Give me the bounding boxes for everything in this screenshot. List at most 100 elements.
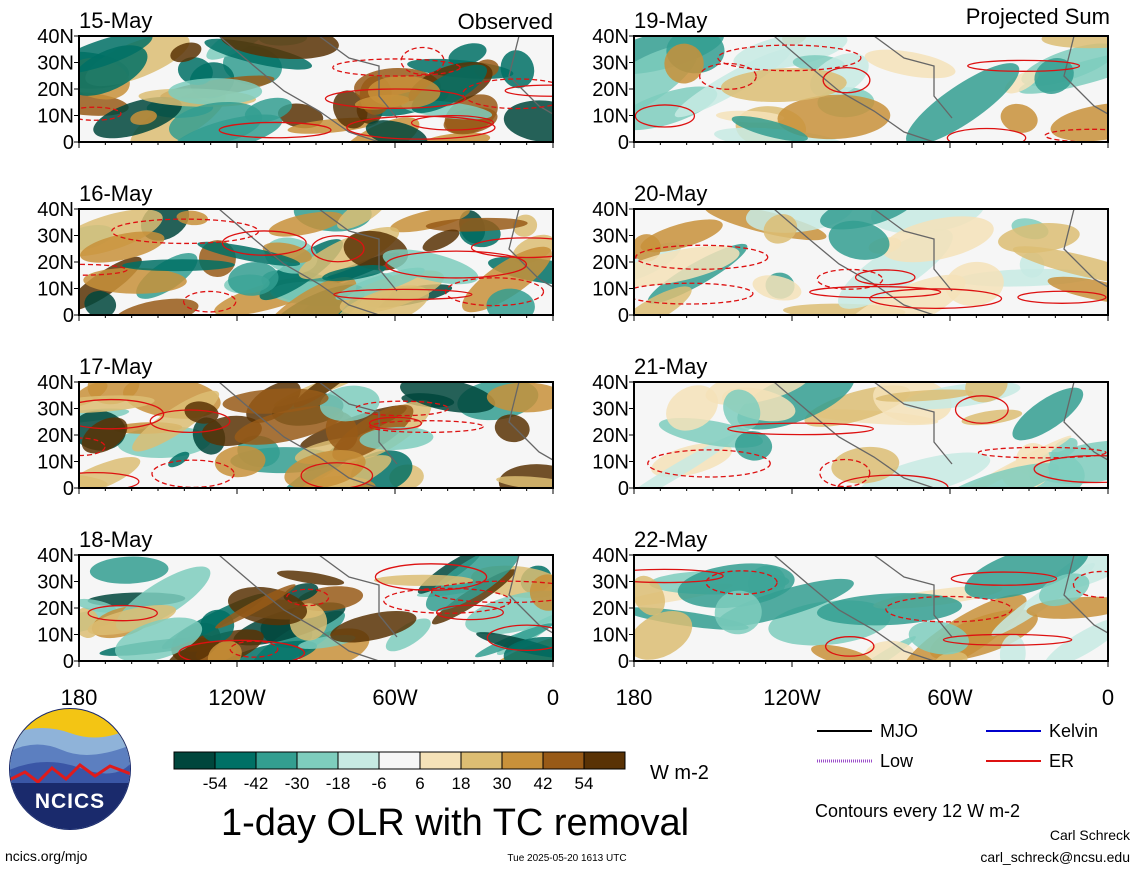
footer-author: Carl Schreck <box>1050 827 1131 843</box>
latitude-label: 20N <box>37 252 74 274</box>
er-contours <box>634 568 1108 657</box>
colorbar-swatch <box>173 751 216 770</box>
panel-date-label: 21-May <box>634 354 707 379</box>
latitude-label: 20N <box>592 252 629 274</box>
colorbar-swatch <box>214 751 257 770</box>
latitude-label: 0 <box>618 478 629 500</box>
latitude-label: 0 <box>63 478 74 500</box>
latitude-label: 20N <box>37 79 74 101</box>
latitude-label: 30N <box>592 53 629 75</box>
latitude-label: 10N <box>37 452 74 474</box>
map-panels: 40N30N20N10N015-May40N30N20N10N016-May40… <box>37 8 1109 673</box>
latitude-label: 40N <box>592 372 629 394</box>
figure-title: 1-day OLR with TC removal <box>221 802 689 844</box>
colorbar-tick-label: 6 <box>415 774 424 793</box>
latitude-label: 40N <box>37 372 74 394</box>
latitude-label: 0 <box>618 305 629 327</box>
latitude-label: 30N <box>37 399 74 421</box>
latitude-label: 10N <box>592 625 629 647</box>
panel-date-label: 18-May <box>79 527 152 552</box>
coastline <box>773 36 1108 142</box>
latitude-label: 30N <box>37 572 74 594</box>
colorbar-swatch <box>419 751 462 770</box>
map-panel-22-May: 40N 30N 20N 10N 0 22-May <box>592 527 1109 673</box>
colorbar-tick-label: -18 <box>326 774 351 793</box>
coastline <box>218 382 553 488</box>
latitude-label: 0 <box>618 132 629 154</box>
coastline <box>218 36 553 142</box>
colorbar-tick-label: 42 <box>534 774 553 793</box>
longitude-label: 0 <box>547 685 559 710</box>
latitude-label: 20N <box>592 79 629 101</box>
er-contours <box>634 44 1108 142</box>
er-contours <box>79 46 553 140</box>
colorbar-tick-label: -6 <box>371 774 386 793</box>
latitude-label: 40N <box>37 26 74 48</box>
colorbar-tick-label: -54 <box>203 774 228 793</box>
latitude-label: 40N <box>592 199 629 221</box>
legend-label-Kelvin: Kelvin <box>1049 721 1098 741</box>
longitude-label: 120W <box>763 685 821 710</box>
er-contours <box>634 244 1107 310</box>
map-panel-18-May: 40N 30N 20N 10N 0 18-May <box>37 527 554 673</box>
projected-sum-label: Projected Sum <box>966 4 1110 29</box>
colorbar-swatch <box>378 751 421 770</box>
latitude-label: 30N <box>37 53 74 75</box>
latitude-label: 30N <box>37 226 74 248</box>
er-contours <box>79 218 553 313</box>
footer-timestamp: Tue 2025-05-20 1613 UTC <box>507 853 626 864</box>
colorbar-tick-label: 30 <box>493 774 512 793</box>
er-contours <box>647 395 1108 488</box>
longitude-label: 60W <box>927 685 972 710</box>
coastline <box>773 209 1108 315</box>
latitude-label: 0 <box>618 651 629 673</box>
legend-label-ER: ER <box>1049 751 1074 771</box>
colorbar-swatch <box>501 751 544 770</box>
latitude-label: 20N <box>37 425 74 447</box>
colorbar-swatch <box>296 751 339 770</box>
contours-note: Contours every 12 W m-2 <box>815 801 1020 821</box>
panel-date-label: 22-May <box>634 527 707 552</box>
map-panel-19-May: 40N 30N 20N 10N 0 19-May <box>592 8 1109 154</box>
latitude-label: 10N <box>37 279 74 301</box>
latitude-label: 10N <box>37 106 74 128</box>
colorbar-swatch <box>337 751 380 770</box>
latitude-label: 20N <box>37 598 74 620</box>
latitude-label: 0 <box>63 305 74 327</box>
coastline <box>218 555 553 661</box>
olr-anomaly-field <box>79 36 553 142</box>
er-contours <box>79 398 484 488</box>
latitude-label: 10N <box>592 452 629 474</box>
latitude-label: 30N <box>592 226 629 248</box>
latitude-label: 40N <box>37 545 74 567</box>
olr-anomaly-field <box>634 36 1108 142</box>
panel-date-label: 17-May <box>79 354 152 379</box>
footer-email: carl_schreck@ncsu.edu <box>980 849 1130 865</box>
longitude-label: 180 <box>61 685 98 710</box>
observed-label: Observed <box>458 9 553 34</box>
latitude-label: 10N <box>592 106 629 128</box>
latitude-label: 30N <box>592 572 629 594</box>
colorbar-swatch <box>460 751 503 770</box>
colorbar-tick-label: -42 <box>244 774 269 793</box>
map-panel-16-May: 40N 30N 20N 10N 0 16-May <box>37 181 554 327</box>
longitude-label: 180 <box>616 685 653 710</box>
colorbar-swatch <box>255 751 298 770</box>
colorbar-swatch <box>542 751 585 770</box>
colorbar-swatch <box>583 751 626 770</box>
colorbar: -54 -42 -30 -18 -6 6 18 30 42 54 <box>173 751 626 793</box>
latitude-label: 0 <box>63 132 74 154</box>
legend-label-Low: Low <box>880 751 914 771</box>
colorbar-tick-label: -30 <box>285 774 310 793</box>
panel-date-label: 20-May <box>634 181 707 206</box>
map-panel-20-May: 40N 30N 20N 10N 0 20-May <box>592 181 1109 327</box>
footer-url: ncics.org/mjo <box>5 848 88 864</box>
colorbar-tick-label: 54 <box>575 774 594 793</box>
legend-label-MJO: MJO <box>880 721 918 741</box>
longitude-label: 120W <box>208 685 266 710</box>
latitude-label: 20N <box>592 598 629 620</box>
latitude-label: 0 <box>63 651 74 673</box>
latitude-label: 40N <box>592 26 629 48</box>
logo-text: NCICS <box>35 790 105 813</box>
coastline <box>218 209 553 315</box>
